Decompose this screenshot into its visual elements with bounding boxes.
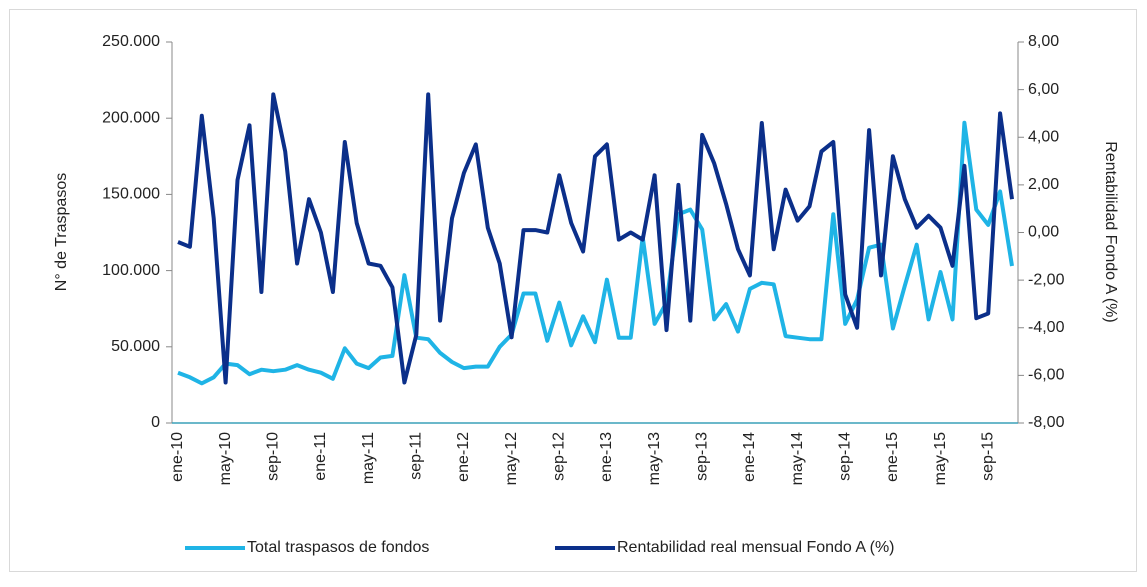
x-tick-label: ene-15 xyxy=(884,432,901,482)
x-tick-label: may-12 xyxy=(503,432,520,485)
x-tick-label: sep-10 xyxy=(265,432,282,481)
y2-tick-label: -2,00 xyxy=(1028,271,1065,288)
legend-label: Total traspasos de fondos xyxy=(247,539,429,556)
y-tick-label: 50.000 xyxy=(111,338,160,355)
y-tick-label: 100.000 xyxy=(102,262,160,279)
y2-tick-label: 8,00 xyxy=(1028,33,1059,50)
x-tick-label: ene-10 xyxy=(169,432,186,482)
x-tick-label: ene-11 xyxy=(312,432,329,481)
x-tick-label: sep-11 xyxy=(407,432,424,480)
y-tick-label: 0 xyxy=(151,414,160,431)
x-tick-label: may-11 xyxy=(360,432,377,484)
series-line xyxy=(177,120,1014,386)
y2-tick-label: -8,00 xyxy=(1028,414,1065,431)
x-tick-label: ene-13 xyxy=(598,432,615,482)
x-tick-label: ene-12 xyxy=(455,432,472,482)
y-axis-title: N° de Traspasos xyxy=(53,173,70,291)
y2-tick-label: -6,00 xyxy=(1028,367,1065,384)
x-tick-label: may-14 xyxy=(789,432,806,485)
y-tick-label: 150.000 xyxy=(102,186,160,203)
y2-axis-title: Rentabilidad Fondo A (%) xyxy=(1102,141,1119,322)
x-tick-label: sep-14 xyxy=(836,432,853,481)
x-tick-label: sep-12 xyxy=(550,432,567,481)
x-tick-label: sep-13 xyxy=(693,432,710,481)
y2-tick-label: 6,00 xyxy=(1028,81,1059,98)
x-tick-label: may-13 xyxy=(646,432,663,485)
chart-frame xyxy=(9,9,1137,572)
legend-label: Rentabilidad real mensual Fondo A (%) xyxy=(617,539,895,556)
y-tick-label: 200.000 xyxy=(102,109,160,126)
x-tick-label: may-10 xyxy=(217,432,234,485)
series-line xyxy=(177,92,1014,385)
x-tick-label: ene-14 xyxy=(741,432,758,482)
y2-tick-label: -4,00 xyxy=(1028,319,1065,336)
y2-tick-label: 2,00 xyxy=(1028,176,1059,193)
y2-tick-label: 0,00 xyxy=(1028,224,1059,241)
y-tick-label: 250.000 xyxy=(102,33,160,50)
x-tick-label: sep-15 xyxy=(979,432,996,481)
y2-tick-label: 4,00 xyxy=(1028,128,1059,145)
x-tick-label: may-15 xyxy=(932,432,949,485)
